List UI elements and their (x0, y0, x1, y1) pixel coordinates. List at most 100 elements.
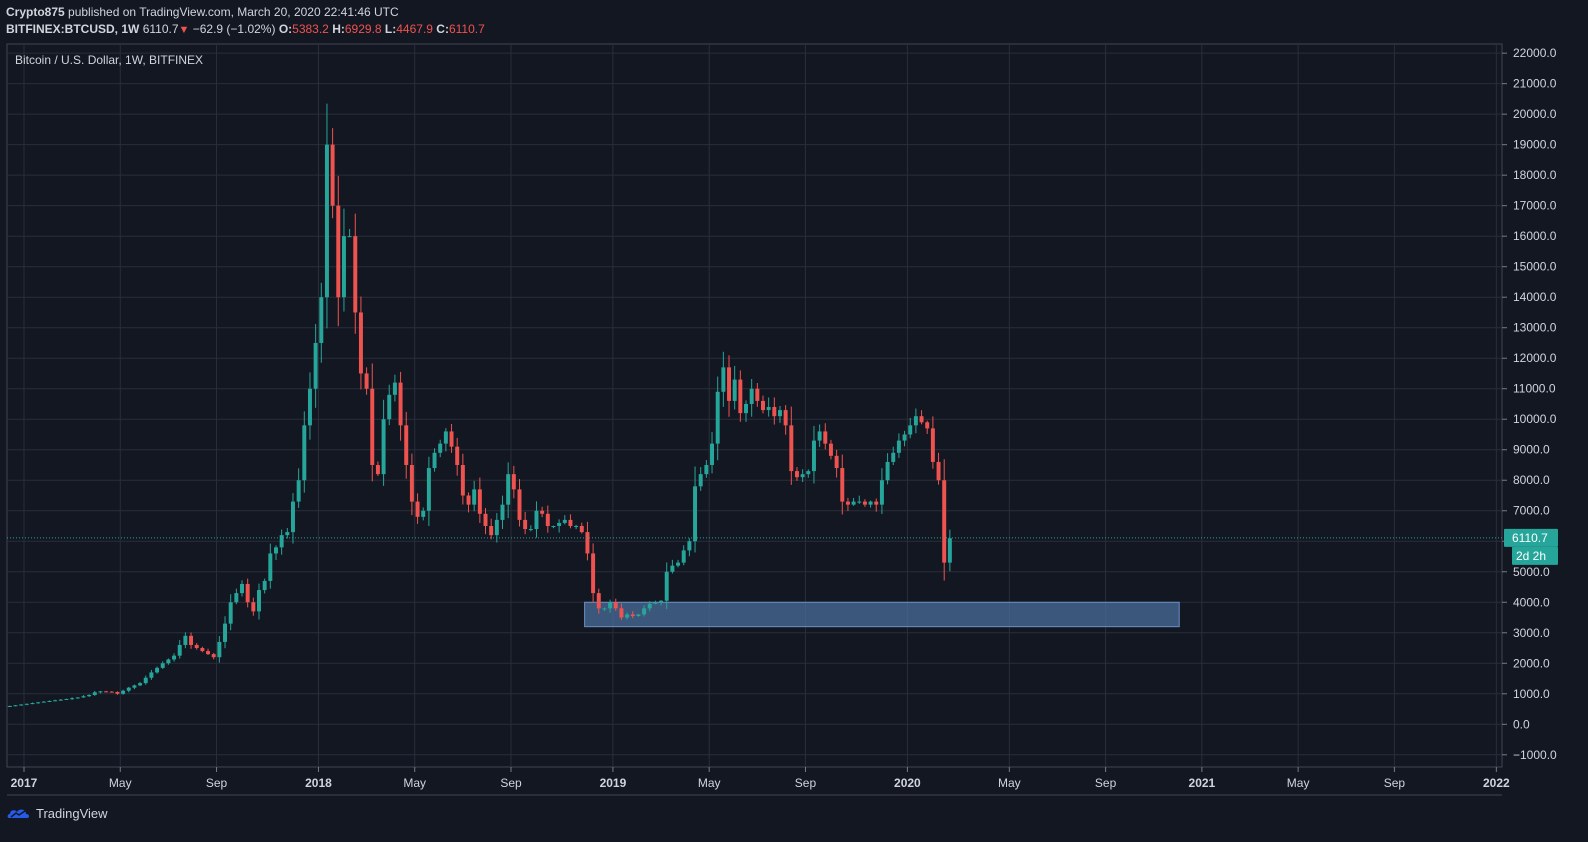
candle-body (523, 519, 528, 530)
symbol-label[interactable]: BITFINEX:BTCUSD, 1W (6, 22, 140, 36)
candle-body (426, 468, 431, 511)
candle-body (811, 440, 816, 472)
candle-body (47, 700, 52, 702)
candle-body (13, 705, 18, 707)
candle-body (721, 367, 726, 392)
support-zone[interactable] (584, 601, 1180, 628)
low-value: 4467.9 (396, 22, 433, 36)
candle-body (92, 692, 97, 696)
candle-body (862, 501, 867, 505)
candle-body (761, 400, 765, 411)
candle-body (364, 373, 369, 389)
ohlc-bar: BITFINEX:BTCUSD, 1W 6110.7▼ −62.9 (−1.02… (6, 22, 485, 36)
candle-body (160, 663, 165, 668)
tradingview-logo[interactable]: TradingView (6, 805, 108, 821)
publish-info: Crypto875 published on TradingView.com, … (6, 5, 399, 19)
candle-body (664, 571, 669, 601)
candle-body (947, 538, 952, 563)
candle-body (574, 526, 579, 527)
candle-body (823, 431, 828, 444)
candle-body (766, 407, 771, 411)
candle-body (347, 236, 352, 238)
candle-body (81, 696, 86, 698)
candle-body (732, 379, 737, 401)
x-tick-label: May (109, 776, 132, 790)
candle-body (370, 388, 375, 465)
candle-body (115, 691, 120, 694)
open-value: 5383.2 (292, 22, 329, 36)
y-tick-label: 13000.0 (1513, 321, 1557, 335)
candle-body (132, 685, 137, 688)
candle-body (653, 602, 658, 604)
candle-body (930, 428, 935, 462)
price-badge-text: 6110.7 (1512, 531, 1548, 545)
candle-body (24, 703, 29, 705)
candle-body (698, 474, 703, 487)
close-value: 6110.7 (448, 22, 485, 36)
y-tick-label: 16000.0 (1513, 229, 1557, 243)
x-tick-label: 2022 (1483, 776, 1510, 790)
candle-body (778, 410, 782, 417)
candle-body (109, 691, 114, 693)
y-tick-label: 17000.0 (1513, 199, 1557, 213)
candle-body (121, 690, 126, 694)
candle-body (936, 461, 941, 481)
candle-body (942, 480, 947, 563)
candle-body (211, 654, 216, 658)
y-tick-label: 15000.0 (1513, 260, 1557, 274)
candle-body (409, 464, 414, 502)
candle-body (189, 635, 194, 645)
candle-body (206, 651, 211, 655)
high-label: H: (332, 22, 345, 36)
candle-body (70, 698, 75, 700)
y-tick-label: 10000.0 (1513, 412, 1557, 426)
candle-body (200, 648, 205, 652)
candle-body (755, 388, 760, 401)
candle-body (483, 513, 488, 526)
candle-body (234, 593, 239, 603)
candle-body (155, 667, 160, 673)
candle-body (545, 513, 550, 526)
x-tick-label: Sep (206, 776, 228, 790)
time-axis[interactable]: 2017 May Sep 2018 May Sep 2019 May Sep 2020 May Sep… (11, 767, 1510, 790)
candle-body (240, 583, 244, 594)
candle-body (472, 489, 477, 505)
candle-body (358, 312, 363, 374)
x-tick-label: 2017 (11, 776, 38, 790)
price-axis[interactable]: −1000.0 0.0 1000.0 2000.0 3000.0 4000.0 5000.0… (1502, 46, 1557, 762)
candle-body (104, 691, 109, 693)
x-tick-label: 2021 (1189, 776, 1216, 790)
x-tick-label: 2019 (600, 776, 627, 790)
candle-body (421, 510, 426, 517)
candle-body (874, 501, 879, 505)
candle-body (727, 367, 731, 401)
candle-body (879, 480, 884, 505)
candle-body (460, 464, 465, 496)
candle-body (223, 623, 228, 642)
grid (7, 44, 1502, 767)
candle-body (177, 644, 182, 656)
x-tick-label: May (998, 776, 1021, 790)
author-name[interactable]: Crypto875 (6, 5, 65, 19)
candle-body (738, 379, 743, 414)
candle-body (506, 474, 511, 505)
published-text: published on TradingView.com, March 20, … (68, 5, 399, 19)
candle-body (438, 443, 443, 453)
candle-body (591, 553, 596, 594)
support-zone-rect[interactable] (584, 601, 1180, 628)
candle-body (908, 425, 913, 435)
y-tick-label: 21000.0 (1513, 77, 1557, 91)
candle-body (149, 672, 154, 678)
candle-body (619, 608, 624, 618)
countdown-badge-text: 2d 2h (1516, 549, 1546, 563)
y-tick-label: 22000.0 (1513, 46, 1557, 60)
candle-body (138, 683, 143, 686)
y-tick-label: 14000.0 (1513, 290, 1557, 304)
candle-body (687, 541, 692, 551)
candle-body (845, 501, 850, 505)
x-tick-label: Sep (500, 776, 522, 790)
candle-body (319, 297, 324, 343)
candle-body (443, 431, 448, 444)
candle-body (313, 342, 318, 389)
